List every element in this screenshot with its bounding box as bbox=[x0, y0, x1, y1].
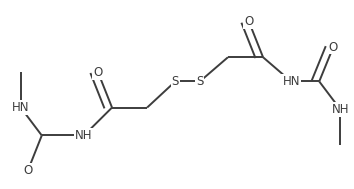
Text: HN: HN bbox=[282, 75, 300, 88]
Text: O: O bbox=[23, 164, 32, 177]
Text: S: S bbox=[172, 75, 179, 88]
Text: HN: HN bbox=[12, 101, 29, 114]
Text: S: S bbox=[196, 75, 204, 88]
Text: NH: NH bbox=[75, 129, 93, 142]
Text: O: O bbox=[244, 15, 253, 28]
Text: NH: NH bbox=[332, 103, 349, 116]
Text: O: O bbox=[329, 40, 338, 53]
Text: O: O bbox=[93, 66, 103, 79]
